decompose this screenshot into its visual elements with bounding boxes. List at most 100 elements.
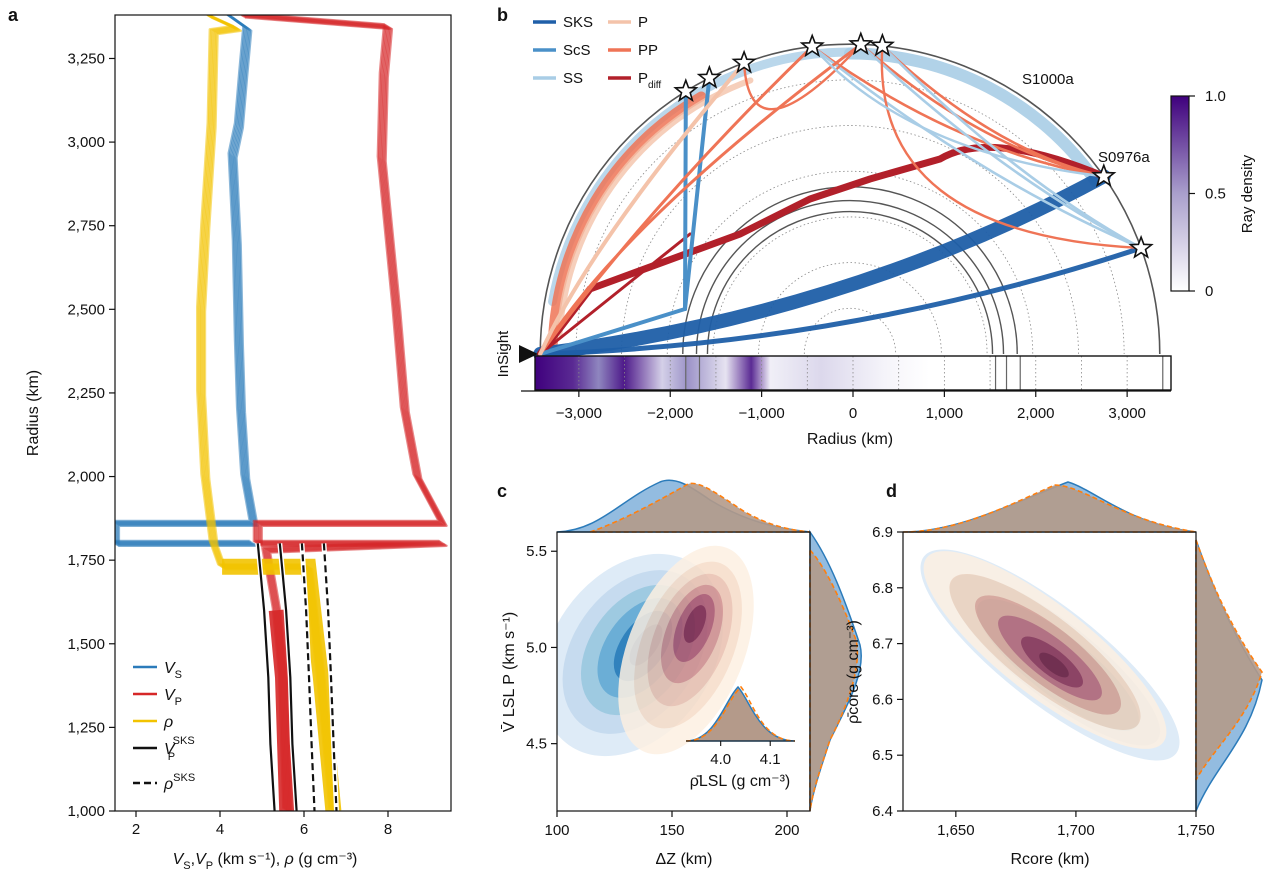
panel-d-frame: [902, 531, 1197, 812]
profile-vp-sks: [256, 543, 276, 811]
x-tick-label: 1,700: [1057, 822, 1095, 839]
ray-ss: [881, 44, 1143, 250]
y-tick-label: 1,500: [67, 636, 105, 653]
x-tick-label: −1,000: [738, 405, 784, 422]
xlabel-part: P: [206, 860, 213, 872]
colorbar: [1170, 95, 1190, 292]
colorbar-tick-label: 0: [1205, 283, 1213, 300]
colorbar-tick-label: 1.0: [1205, 88, 1226, 105]
insight-label: InSight: [495, 330, 512, 378]
panel-c-xlabel: ΔZ (km): [656, 851, 713, 868]
x-tick-label: 200: [774, 822, 799, 839]
ray-pp: [810, 45, 1106, 178]
xlabel-part: (km s⁻¹),: [213, 851, 285, 868]
panel-a-frame: [114, 14, 452, 812]
panel-letter-b: b: [497, 5, 508, 25]
ray-p: [538, 60, 747, 356]
panel-d-xlabel: Rcore (km): [1010, 851, 1089, 868]
x-tick-label: 6: [300, 821, 308, 838]
ray-scs: [683, 89, 688, 311]
x-tick-label: 3,000: [1108, 405, 1146, 422]
density-strip-frame: [534, 355, 1172, 391]
event-star: [696, 64, 723, 89]
panel-letter-a: a: [8, 5, 19, 25]
profile-vp-ensemble: [243, 15, 447, 811]
xlabel-part: ,: [191, 851, 195, 868]
profile-vs-ensemble: [115, 15, 251, 543]
ray-pp: [538, 42, 863, 356]
panel-a-profiles: [115, 15, 448, 811]
profile-vs-ensemble: [115, 15, 257, 546]
ray-scs: [538, 307, 687, 356]
event-star: [673, 77, 699, 103]
y-tick-label: 2,000: [67, 469, 105, 486]
event-label-s0976a: S0976a: [1098, 149, 1150, 166]
panel-d-kde-red: [923, 551, 1167, 749]
inset-ticks: 4.0 4.1: [710, 741, 781, 768]
legend-label-sks: SKS: [563, 14, 593, 31]
panel-a-ylabel: Radius (km): [25, 370, 42, 456]
panel-a-ticks: 2 4 6 8 1,000 1,250 1,500 1,750 2,000 2,250 2,500 2…: [67, 50, 392, 838]
legend-label-scs: ScS: [563, 42, 591, 59]
inset-x-tick-label: 4.0: [710, 751, 731, 768]
event-label-s1000a: S1000a: [1022, 71, 1074, 88]
x-tick-label: 8: [384, 821, 392, 838]
panel-a-xlabel: VS,VP (km s⁻¹), ρ (g cm⁻³): [173, 851, 358, 872]
legend-label-vp-sks: VSKS P: [164, 735, 195, 763]
x-tick-label: −2,000: [647, 405, 693, 422]
profile-rho-sks-bound: [322, 543, 338, 811]
x-tick-label: 1,000: [926, 405, 964, 422]
event-star: [869, 32, 895, 57]
panel-d-top-marginal-orange: [902, 484, 1197, 533]
interface-circle: [706, 210, 994, 355]
panel-c-top-marginal-orange: [589, 482, 811, 533]
x-tick-label: 4: [216, 821, 224, 838]
insight-station-marker: [519, 345, 538, 363]
ray-ss: [810, 45, 1143, 250]
y-tick-label: 6.8: [872, 580, 893, 597]
profile-vs-ensemble: [115, 15, 255, 545]
x-tick-label: 1,650: [937, 822, 975, 839]
profile-rho-ensemble: [198, 15, 334, 811]
ray-pp-band: [547, 91, 707, 349]
y-tick-label: 4.5: [526, 736, 547, 753]
panel-d-ticks: 1,650 1,700 1,750 6.4 6.5 6.6 6.7 6.8 6.9: [872, 524, 1215, 839]
legend-label-pp: PP: [638, 42, 658, 59]
y-tick-label: 6.6: [872, 691, 893, 708]
ray-ss-band: [548, 47, 855, 307]
ray-pp: [881, 44, 1106, 178]
legend-label-ss: SS: [563, 70, 583, 87]
panel-d-right-marginal-orange: [1195, 539, 1263, 781]
colorbar-ticks: 0 0.5 1.0: [1189, 88, 1226, 300]
ray-pp: [538, 45, 814, 356]
legend-label-vp: VP: [164, 687, 182, 708]
profile-vp-core-band: [268, 609, 296, 811]
event-star: [1128, 234, 1154, 259]
ray-pdiff: [536, 143, 1108, 358]
ray-pp: [880, 44, 1143, 250]
legend-label-rho-sks: ρSKS: [163, 772, 195, 793]
grid-circle: [712, 216, 988, 355]
ray-scs: [683, 75, 712, 311]
colorbar-tick-label: 0.5: [1205, 186, 1226, 203]
xlabel-part: S: [183, 860, 190, 872]
interface-circle: [695, 199, 1005, 355]
panel-c-ticks: 100 150 200 4.5 5.0 5.5: [526, 543, 799, 839]
legend-label-rho: ρ: [163, 714, 173, 731]
inset-x-tick-label: 4.1: [760, 751, 781, 768]
legend-label-p: P: [638, 14, 648, 31]
y-tick-label: 3,000: [67, 134, 105, 151]
panel-a: a 2 4 6 8 1,000 1,250 1,500 1,750 2,000 2,250 2,50…: [8, 5, 452, 872]
x-tick-label: 150: [659, 822, 684, 839]
panel-b-rays: [533, 42, 1144, 361]
xlabel-part: V: [173, 851, 185, 868]
ray-sks: [533, 169, 1111, 361]
y-tick-label: 3,250: [67, 50, 105, 67]
y-tick-label: 2,750: [67, 218, 105, 235]
panel-b: b S1000a S0976a InSight −3,000 −2,000 −1,0…: [495, 5, 1256, 448]
panel-c-ylabel: V̄ LSL P (km s⁻¹): [501, 612, 518, 732]
ray-ss-band: [844, 47, 1103, 188]
profile-vp-ensemble: [242, 15, 446, 811]
legend-label-vs: VS: [164, 660, 182, 681]
